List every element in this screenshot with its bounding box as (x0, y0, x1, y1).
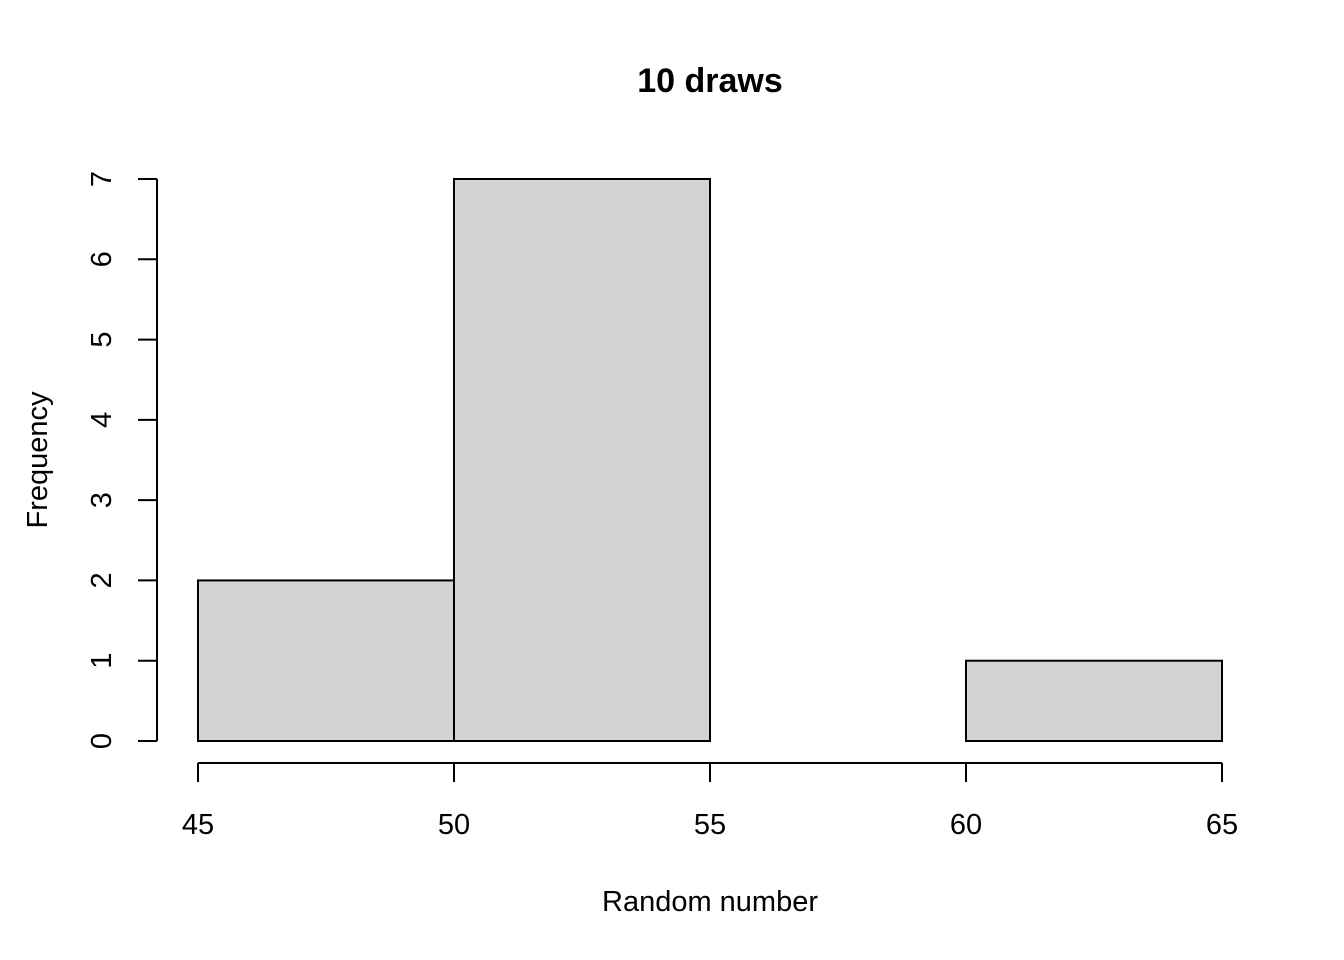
x-tick-label: 55 (694, 809, 726, 841)
chart-title: 10 draws (637, 62, 783, 100)
y-tick-label: 5 (86, 332, 118, 348)
y-tick-label: 2 (86, 572, 118, 588)
x-axis: 45 50 55 60 65 (182, 762, 1238, 841)
y-axis-label: Frequency (22, 391, 54, 529)
histogram-bar (453, 178, 711, 742)
x-tick-label: 65 (1206, 809, 1238, 841)
bars-group (197, 178, 1223, 743)
y-tick-label: 7 (86, 171, 118, 187)
y-tick-label: 3 (86, 492, 118, 508)
histogram-bar (965, 659, 1223, 743)
y-tick-label: 4 (86, 412, 118, 428)
x-tick-label: 45 (182, 809, 214, 841)
histogram-bar (197, 579, 455, 743)
x-tick-label: 60 (950, 809, 982, 841)
x-tick-label: 50 (438, 809, 470, 841)
y-tick-label: 0 (86, 733, 118, 749)
x-axis-label: Random number (602, 886, 818, 918)
y-tick-label: 1 (86, 653, 118, 669)
y-tick-label: 6 (86, 251, 118, 267)
y-axis: 0 1 2 3 4 5 6 7 (86, 171, 158, 749)
